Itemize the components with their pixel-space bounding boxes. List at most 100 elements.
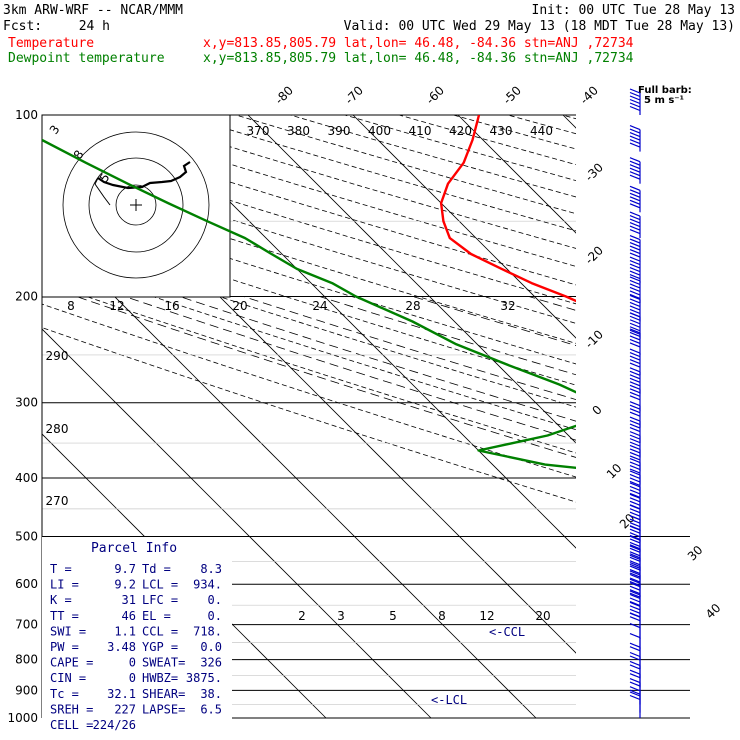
wind-barb-feather bbox=[629, 593, 641, 600]
wind-barb-feather bbox=[629, 578, 641, 584]
parcel-info-cell: CCL = bbox=[142, 624, 178, 638]
wind-barb-feather bbox=[629, 482, 641, 488]
wind-barb-feather bbox=[629, 267, 641, 273]
wind-barb-feather bbox=[629, 570, 641, 576]
wind-barb-feather bbox=[629, 689, 641, 695]
wind-barb-feather bbox=[629, 597, 641, 603]
theta-label: 400 bbox=[368, 124, 391, 138]
wind-barb-feather bbox=[629, 461, 641, 467]
parcel-info-cell: 718. bbox=[193, 624, 222, 638]
parcel-info-cell: TT = bbox=[50, 609, 79, 623]
isotherm bbox=[668, 115, 740, 718]
wind-barb bbox=[629, 234, 641, 262]
wind-barb-feather bbox=[629, 355, 641, 361]
isotherm-label: 0 bbox=[590, 403, 605, 418]
pressure-tick-label: 500 bbox=[15, 529, 38, 543]
pressure-tick-label: 1000 bbox=[7, 711, 38, 725]
wind-barb-feather bbox=[629, 391, 641, 397]
wind-barb-feather bbox=[629, 551, 641, 557]
wind-barb-feather bbox=[629, 420, 641, 426]
mixing-ratio-label: 12 bbox=[479, 609, 494, 623]
parcel-info-cell: EL = bbox=[142, 609, 171, 623]
wind-barb-feather bbox=[629, 222, 641, 228]
parcel-info-cell: SREH = bbox=[50, 702, 93, 716]
wind-barb-feather bbox=[629, 534, 641, 540]
theta-label: 410 bbox=[409, 124, 432, 138]
wind-barb-feather bbox=[629, 464, 641, 471]
wind-barb-feather bbox=[629, 329, 641, 335]
legend-temperature-name: Temperature bbox=[8, 36, 94, 51]
wind-barb-feather bbox=[629, 525, 641, 531]
parcel-info-cell: K = bbox=[50, 593, 72, 607]
wind-barb-feather bbox=[629, 256, 641, 262]
parcel-info-cell: 227 bbox=[114, 702, 136, 716]
parcel-info-cell: PW = bbox=[50, 640, 79, 654]
moist-adiabat bbox=[412, 296, 576, 346]
parcel-info-cell: 8.3 bbox=[200, 562, 222, 576]
parcel-info-cell: 9.7 bbox=[114, 562, 136, 576]
wind-barb-feather bbox=[629, 554, 641, 560]
temperature-profile bbox=[439, 115, 576, 303]
theta-label: 440 bbox=[530, 124, 553, 138]
pressure-tick-label: 300 bbox=[15, 396, 38, 410]
parcel-info-cell: 31 bbox=[122, 593, 136, 607]
hodograph-trace bbox=[97, 161, 191, 190]
wind-barb-feather bbox=[629, 260, 641, 266]
wind-barb-feather bbox=[629, 622, 641, 629]
wind-barb-feather bbox=[629, 572, 641, 578]
wind-barb bbox=[629, 691, 641, 718]
pressure-tick-label: 700 bbox=[15, 618, 38, 632]
dewpoint-profile bbox=[42, 138, 576, 470]
legend-dewpoint-info: x,y=813.85,805.79 lat,lon= 46.48, -84.36… bbox=[203, 51, 634, 66]
hodograph-speed-label: 24 bbox=[312, 299, 327, 313]
wind-barb-feather bbox=[629, 88, 641, 94]
wind-barb-feather bbox=[629, 342, 641, 348]
hodograph-speed-label: 20 bbox=[232, 299, 247, 313]
wind-barb-feather bbox=[629, 326, 641, 332]
wind-barb-feather bbox=[629, 580, 641, 587]
wind-barb-feather bbox=[629, 381, 641, 387]
wind-barb-feather bbox=[629, 477, 641, 483]
wind-barb bbox=[629, 211, 641, 239]
wind-barb-feather bbox=[629, 157, 641, 163]
wind-barb-feather bbox=[629, 532, 641, 538]
wind-barb-feather bbox=[629, 367, 641, 373]
wind-barb-feather bbox=[629, 589, 641, 595]
wind-barb-feather bbox=[629, 395, 641, 401]
parcel-info-cell: 0. bbox=[208, 593, 222, 607]
wind-barb bbox=[629, 88, 641, 115]
wind-barb-feather bbox=[629, 655, 641, 661]
mixing-ratio-label: 2 bbox=[298, 609, 306, 623]
wind-barb-feather bbox=[629, 518, 641, 524]
isotherm-label: -30 bbox=[582, 160, 606, 184]
theta-label: 420 bbox=[449, 124, 472, 138]
pressure-tick-label: 800 bbox=[15, 653, 38, 667]
wind-barb-feather bbox=[629, 374, 641, 380]
wind-barb-feather bbox=[629, 492, 641, 498]
wind-barb-feather bbox=[629, 252, 641, 258]
parcel-info-cell: 9.2 bbox=[114, 578, 136, 592]
legend-temperature-info: x,y=813.85,805.79 lat,lon= 46.48, -84.36… bbox=[203, 36, 634, 51]
wind-barb-feather bbox=[629, 416, 641, 422]
wind-barb bbox=[629, 256, 641, 284]
theta-label: 380 bbox=[287, 124, 310, 138]
theta-label: 430 bbox=[490, 124, 513, 138]
hodograph: 385 bbox=[41, 114, 231, 298]
parcel-info-background bbox=[42, 537, 232, 722]
dry-adiabat bbox=[507, 115, 576, 135]
isotherm bbox=[457, 115, 576, 234]
wind-barb-feather bbox=[629, 401, 641, 407]
theta-left-label: 290 bbox=[46, 349, 69, 363]
wind-barb bbox=[629, 328, 641, 355]
wind-barb-feather bbox=[629, 577, 641, 583]
wind-barb bbox=[629, 185, 641, 213]
wind-barb-feather bbox=[629, 563, 641, 569]
isotherm-label: -20 bbox=[582, 243, 606, 267]
wind-barb-feather bbox=[629, 338, 641, 345]
wind-barb-feather bbox=[629, 457, 641, 464]
wind-barb-feather bbox=[629, 485, 641, 491]
parcel-info-cell: 32.1 bbox=[107, 687, 136, 701]
mixing-ratio-label: 8 bbox=[438, 609, 446, 623]
wind-barb-feather bbox=[629, 241, 641, 248]
wind-barb-feather bbox=[629, 528, 641, 534]
